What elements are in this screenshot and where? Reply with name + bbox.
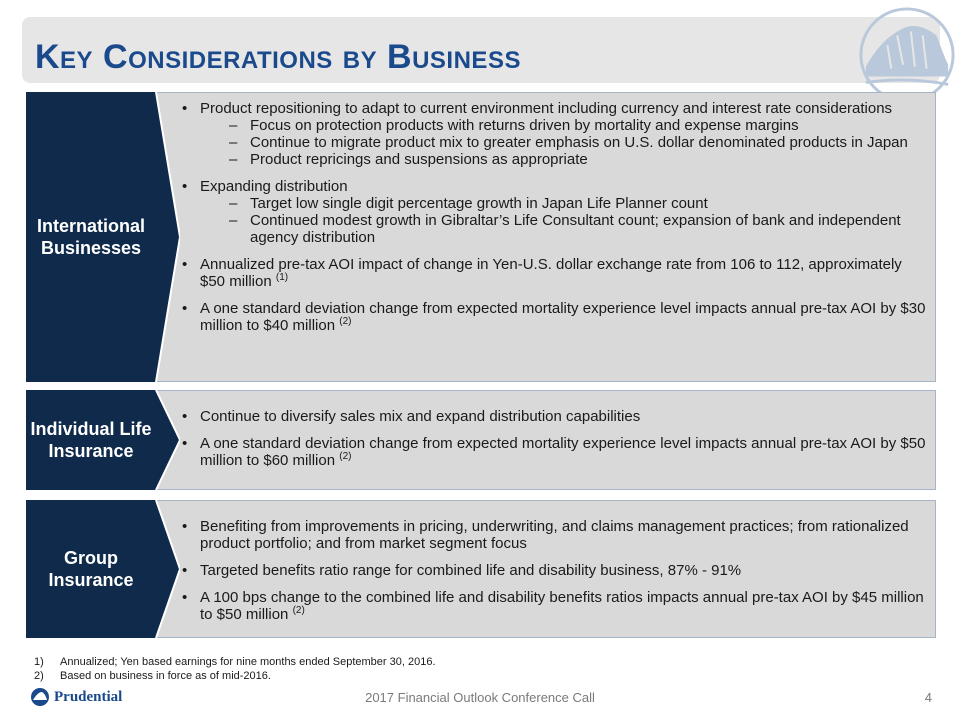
- bullet-item: Product repositioning to adapt to curren…: [174, 100, 926, 168]
- prudential-rock-icon: [31, 688, 49, 706]
- sub-text: Product repricings and suspensions as ap…: [250, 151, 588, 168]
- footnote-ref: (2): [339, 316, 352, 327]
- footnote-ref: (2): [292, 605, 305, 616]
- page-title: Key Considerations by Business: [35, 38, 521, 76]
- section-group-insurance: Group Insurance Benefiting from improvem…: [26, 500, 936, 638]
- footnote-text: Annualized; Yen based earnings for nine …: [60, 656, 436, 668]
- bullet-text: A one standard deviation change from exp…: [200, 435, 926, 469]
- bullet-text: Benefiting from improvements in pricing,…: [200, 518, 909, 552]
- section-label: International Businesses: [36, 216, 145, 258]
- bullet-item: A one standard deviation change from exp…: [174, 435, 926, 469]
- footnote-ref: (1): [275, 272, 289, 283]
- section-label: Individual Life Insurance: [30, 419, 152, 461]
- sub-item: – Focus on protection products with retur…: [229, 117, 799, 134]
- logo-wordmark: Prudential: [54, 688, 123, 705]
- sub-item: – Product repricings and suspensions as a…: [229, 151, 588, 168]
- bullet-item: A 100 bps change to the combined life an…: [174, 589, 926, 623]
- footer-title: 2017 Financial Outlook Conference Call: [365, 690, 595, 705]
- section-individual-life: Individual Life Insurance Continue to di…: [26, 390, 936, 490]
- footnote: 2) Based on business in force as of mid-…: [34, 669, 436, 683]
- bullet-item: Continue to diversify sales mix and expa…: [174, 408, 926, 425]
- section-chevron: [26, 390, 180, 490]
- bullet-text: Product repositioning to adapt to curren…: [200, 100, 893, 117]
- sub-text: Target low single digit percentage growt…: [250, 195, 708, 212]
- footnote-number: 2): [34, 670, 44, 682]
- section-content: Continue to diversify sales mix and expa…: [174, 408, 926, 477]
- bullet-text: A one standard deviation change from exp…: [200, 300, 926, 334]
- bullet-text: Continue to diversify sales mix and expa…: [200, 408, 641, 425]
- bullet-item: Expanding distribution –Target low singl…: [174, 178, 926, 246]
- footnote-number: 1): [34, 656, 44, 668]
- title-bar: [22, 17, 940, 83]
- section-international: International Businesses Product reposit…: [26, 92, 936, 382]
- bullet-text: A 100 bps change to the combined life an…: [200, 589, 924, 623]
- sub-text: Continued modest growth in Gibraltar’s L…: [250, 212, 901, 246]
- footnotes: 1) Annualized; Yen based earnings for ni…: [34, 655, 436, 683]
- bullet-item: Annualized pre-tax AOI impact of change …: [174, 256, 926, 290]
- sub-text: Focus on protection products with return…: [250, 117, 799, 134]
- sub-text: Continue to migrate product mix to great…: [250, 134, 908, 151]
- section-content: Benefiting from improvements in pricing,…: [174, 518, 926, 631]
- bullet-item: Targeted benefits ratio range for combin…: [174, 562, 926, 579]
- prudential-logo: Prudential: [30, 686, 122, 708]
- footnote-ref: (2): [339, 451, 352, 462]
- bullet-item: A one standard deviation change from exp…: [174, 300, 926, 334]
- section-chevron: [26, 500, 180, 638]
- page-number: 4: [924, 690, 932, 705]
- bullet-text: Expanding distribution: [200, 178, 348, 195]
- bullet-text: Targeted benefits ratio range for combin…: [200, 562, 742, 579]
- sub-item: – Target low single digit percentage grow…: [229, 195, 708, 212]
- rock-of-gibraltar-logo-icon: [858, 6, 956, 104]
- section-chevron: [26, 92, 180, 382]
- bullet-item: Benefiting from improvements in pricing,…: [174, 518, 926, 552]
- bullet-text: Annualized pre-tax AOI impact of change …: [200, 256, 902, 290]
- footnote-text: Based on business in force as of mid-201…: [60, 670, 271, 682]
- footnote: 1) Annualized; Yen based earnings for ni…: [34, 655, 436, 669]
- sub-item: – Continued modest growth in Gibraltar’s …: [229, 212, 901, 246]
- section-content: Product repositioning to adapt to curren…: [174, 100, 926, 342]
- section-label: Group Insurance: [48, 548, 134, 590]
- sub-item: – Continue to migrate product mix to grea…: [229, 134, 908, 151]
